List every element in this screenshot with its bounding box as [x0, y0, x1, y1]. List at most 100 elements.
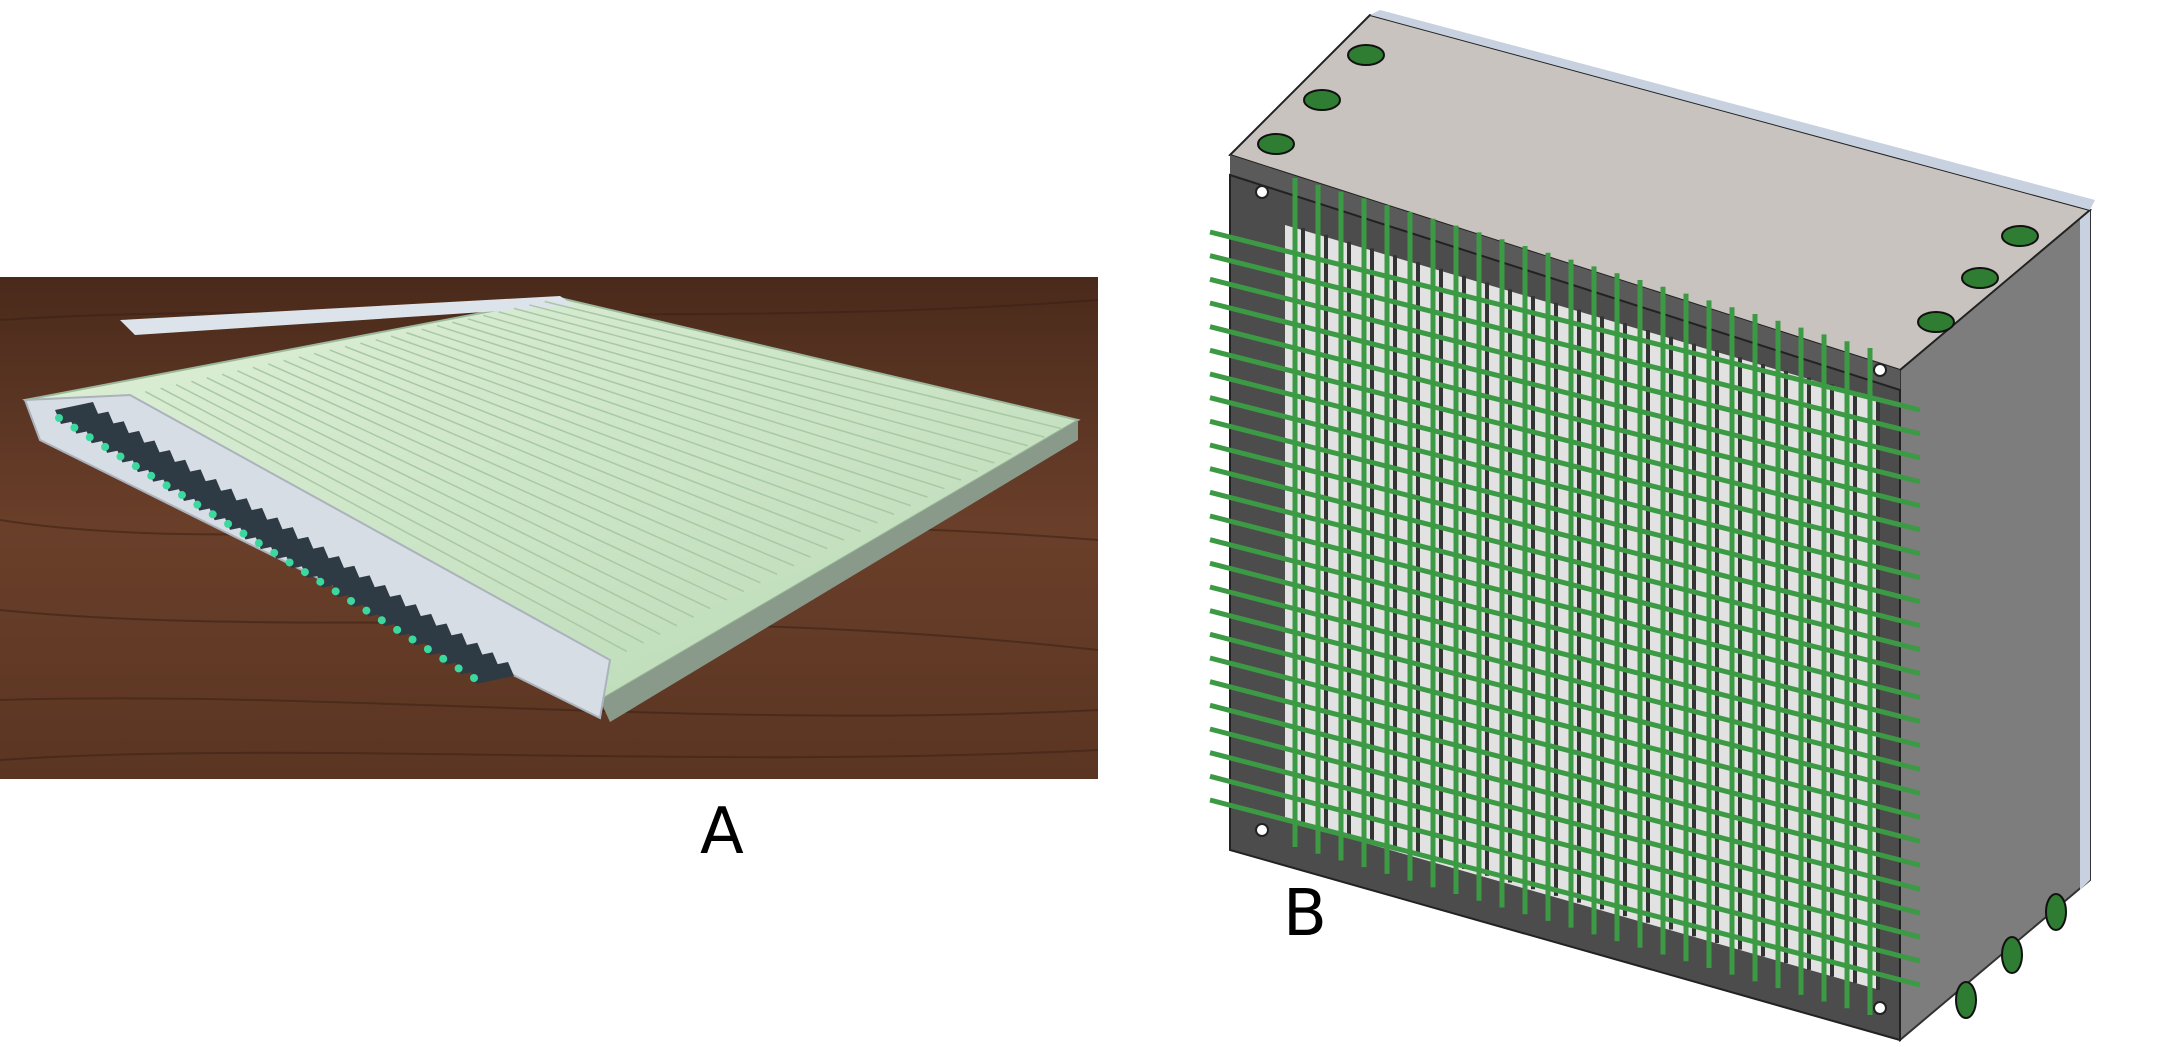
cad-panel-b [1190, 0, 2110, 1047]
fiber-slot [470, 662, 514, 684]
horizontal-fiber [1209, 631, 1921, 820]
fiber-slot [331, 575, 376, 598]
fiber-glow [85, 433, 94, 442]
plate-groove [406, 331, 912, 507]
fiber-glow [331, 587, 340, 596]
hole-icon [1255, 185, 1269, 199]
horizontal-fiber [1209, 726, 1921, 916]
horizontal-fiber [1209, 679, 1921, 868]
fiber-slot [300, 556, 345, 579]
fiber-slot [85, 421, 130, 444]
plate-groove [360, 342, 861, 533]
fiber-slot [254, 527, 299, 550]
plate-groove [421, 328, 928, 498]
top-rail [120, 296, 575, 335]
horizontal-fiber [1209, 560, 1921, 748]
horizontal-fiber [1209, 466, 1921, 653]
fiber-slot [239, 517, 284, 540]
horizontal-fiber [1209, 702, 1921, 892]
plate-groove [513, 307, 1029, 447]
fiber-slot [347, 584, 392, 607]
plate-groove [314, 352, 811, 558]
fiber-glow [131, 462, 140, 471]
horizontal-fiber [1209, 442, 1921, 629]
horizontal-fiber [1209, 229, 1921, 413]
fiber-slot [439, 642, 484, 665]
horizontal-fiber [1209, 608, 1921, 796]
fiber-slot [224, 507, 269, 530]
fiber-slot [362, 594, 407, 617]
horizontal-fiber [1209, 418, 1921, 605]
fiber-slot [70, 411, 115, 434]
plate-groove [283, 359, 778, 575]
horizontal-fiber [1209, 347, 1921, 533]
plate-groove [237, 370, 728, 601]
fiber-glow [193, 500, 202, 509]
fiber-glow [300, 568, 309, 577]
fiber-slot [177, 479, 222, 502]
scintillator-photo [0, 277, 1099, 779]
fiber-slot [116, 440, 161, 463]
fiber-glow [254, 539, 263, 548]
screw-icon [1303, 89, 1341, 111]
fiber-glow [347, 596, 356, 605]
screw-icon [1347, 44, 1385, 66]
fiber-slot [162, 469, 207, 492]
plate-groove [375, 338, 878, 524]
hole-icon [1255, 823, 1269, 837]
screws [1257, 44, 2067, 1019]
screw-icon [2001, 225, 2039, 247]
fiber-glow [239, 529, 248, 538]
horizontal-fiber [1209, 300, 1921, 485]
fiber-slot [55, 402, 99, 424]
plate-groove [436, 325, 945, 490]
screw-icon [2045, 893, 2067, 931]
fiber-glow [101, 442, 110, 451]
plate-groove [467, 318, 978, 473]
screw-icon [2001, 936, 2023, 974]
fiber-glow [408, 635, 417, 644]
plate-grid [145, 300, 1062, 653]
fiber-slot [316, 565, 361, 588]
horizontal-fiber [1209, 537, 1921, 724]
hole-icon [1873, 1001, 1887, 1015]
panel-label-a: A [700, 795, 744, 869]
plate-edge [600, 420, 1078, 722]
fiber-glow [362, 606, 371, 615]
horizontal-fiber [1209, 324, 1921, 509]
fiber-slot [408, 623, 453, 646]
fiber-slot [270, 536, 315, 559]
plate-groove [298, 356, 795, 567]
horizontal-fibers [1209, 229, 1921, 988]
fiber-slot [147, 459, 192, 482]
plate-groove [529, 304, 1045, 438]
fiber-glow [470, 674, 478, 682]
fiber-glow [270, 548, 279, 557]
horizontal-fiber [1209, 773, 1921, 964]
screw-icon [1961, 267, 1999, 289]
side-edge-light [2080, 210, 2090, 890]
horizontal-fiber [1209, 276, 1921, 461]
fiber-slot [131, 450, 176, 473]
fiber-slot [285, 546, 330, 569]
fiber-glow [55, 414, 63, 422]
panel-label-b: B [1283, 877, 1327, 951]
horizontal-fiber [1209, 371, 1921, 557]
plate-groove [160, 387, 644, 644]
fiber-glow [147, 471, 156, 480]
plate-groove [221, 373, 711, 610]
plate-groove [390, 335, 895, 515]
fiber-slot [393, 613, 438, 636]
fiber-glow [285, 558, 294, 567]
screw-icon [1917, 311, 1955, 333]
horizontal-fiber [1209, 797, 1921, 988]
plate-groove [483, 314, 995, 464]
fiber-slot [193, 488, 238, 511]
fiber-slot [423, 633, 468, 656]
fiber-glow [162, 481, 171, 490]
plate-groove [252, 366, 745, 593]
plate-groove [329, 349, 828, 550]
plate-groove [145, 390, 628, 653]
fiber-glow [377, 616, 386, 625]
horizontal-fiber [1209, 513, 1921, 700]
